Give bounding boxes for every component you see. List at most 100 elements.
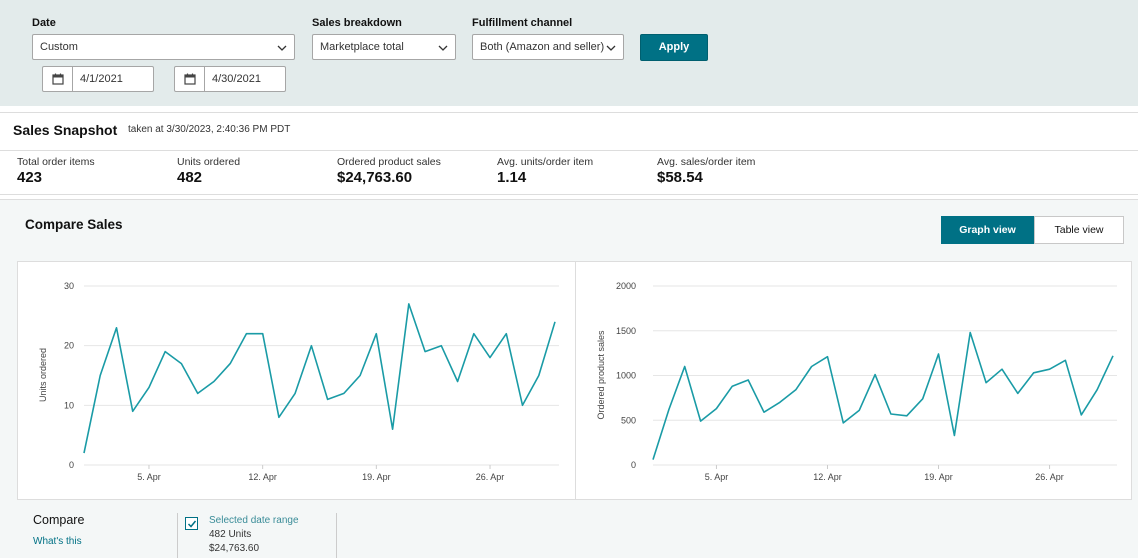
fulfillment-channel-value: Both (Amazon and seller): [480, 41, 605, 53]
data-point[interactable]: [874, 374, 876, 376]
legend-sales: $24,763.60: [209, 543, 260, 554]
data-point[interactable]: [115, 327, 117, 329]
data-point[interactable]: [890, 413, 892, 415]
data-point[interactable]: [359, 375, 361, 377]
data-point[interactable]: [779, 401, 781, 403]
data-point[interactable]: [985, 382, 987, 384]
filter-bar: Date Custom 4/1/2021 4/30/2021 Sales bre…: [0, 0, 1138, 106]
data-point[interactable]: [343, 392, 345, 394]
metric-avg-units-per-order-item: Avg. units/order item 1.14: [497, 156, 593, 186]
data-point[interactable]: [668, 409, 670, 411]
data-point[interactable]: [811, 366, 813, 368]
data-point[interactable]: [969, 332, 971, 334]
data-point[interactable]: [684, 366, 686, 368]
calendar-icon[interactable]: [175, 67, 205, 91]
metric-label: Units ordered: [177, 156, 241, 168]
sales-breakdown-select[interactable]: Marketplace total: [312, 34, 456, 60]
data-point[interactable]: [1001, 368, 1003, 370]
data-point[interactable]: [489, 357, 491, 359]
data-point[interactable]: [826, 356, 828, 358]
data-point[interactable]: [473, 333, 475, 335]
x-tick-label: 12. Apr: [813, 472, 842, 482]
data-point[interactable]: [229, 363, 231, 365]
data-point[interactable]: [938, 353, 940, 355]
metric-label: Ordered product sales: [337, 156, 441, 168]
data-point[interactable]: [408, 303, 410, 305]
data-point[interactable]: [197, 392, 199, 394]
x-tick-label: 26. Apr: [1035, 472, 1064, 482]
data-point[interactable]: [953, 434, 955, 436]
data-point[interactable]: [700, 420, 702, 422]
data-point[interactable]: [922, 398, 924, 400]
data-point[interactable]: [1049, 368, 1051, 370]
data-point[interactable]: [1112, 355, 1114, 357]
data-point[interactable]: [763, 411, 765, 413]
start-date-field[interactable]: 4/1/2021: [42, 66, 154, 92]
data-point[interactable]: [99, 375, 101, 377]
end-date-field[interactable]: 4/30/2021: [174, 66, 286, 92]
data-point[interactable]: [538, 375, 540, 377]
x-tick-label: 19. Apr: [362, 472, 391, 482]
data-point[interactable]: [505, 333, 507, 335]
metric-value: 423: [17, 169, 43, 186]
graph-view-button[interactable]: Graph view: [941, 216, 1034, 244]
sales-snapshot: Sales Snapshot taken at 3/30/2023, 2:40:…: [0, 112, 1138, 195]
y-tick-label: 30: [64, 281, 74, 291]
snapshot-timestamp: taken at 3/30/2023, 2:40:36 PM PDT: [128, 124, 291, 135]
data-point[interactable]: [457, 380, 459, 382]
fulfillment-channel-select[interactable]: Both (Amazon and seller): [472, 34, 624, 60]
metric-label: Avg. units/order item: [497, 156, 594, 168]
data-point[interactable]: [83, 452, 85, 454]
selected-date-range-checkbox[interactable]: [185, 517, 198, 530]
y-tick-label: 20: [64, 341, 74, 351]
data-point[interactable]: [1064, 359, 1066, 361]
data-point[interactable]: [1033, 372, 1035, 374]
check-icon: [187, 520, 197, 528]
data-point[interactable]: [1096, 389, 1098, 391]
data-point[interactable]: [132, 410, 134, 412]
data-point[interactable]: [554, 321, 556, 323]
apply-button[interactable]: Apply: [640, 34, 708, 61]
data-point[interactable]: [424, 351, 426, 353]
legend-units: 482 Units: [209, 529, 252, 540]
units-ordered-chart: 0 10 20 30 5. Apr 12. Apr 19. Apr 26. Apr Units …: [38, 281, 559, 482]
data-point[interactable]: [294, 392, 296, 394]
compare-label: Compare: [33, 513, 85, 527]
data-point[interactable]: [1080, 414, 1082, 416]
data-point[interactable]: [731, 385, 733, 387]
data-point[interactable]: [392, 428, 394, 430]
chevron-down-icon: [277, 45, 287, 51]
data-point[interactable]: [180, 363, 182, 365]
data-point[interactable]: [327, 398, 329, 400]
data-point[interactable]: [148, 386, 150, 388]
data-point[interactable]: [245, 333, 247, 335]
data-point[interactable]: [842, 422, 844, 424]
y-tick-label: 500: [621, 415, 636, 425]
whats-this-link[interactable]: What's this: [33, 536, 82, 547]
data-point[interactable]: [858, 409, 860, 411]
data-point[interactable]: [278, 416, 280, 418]
table-view-button[interactable]: Table view: [1034, 216, 1124, 244]
charts-container: 0 10 20 30 5. Apr 12. Apr 19. Apr 26. Apr Units …: [17, 261, 1132, 500]
fulfillment-channel-label: Fulfillment channel: [472, 17, 573, 29]
x-tick-label: 19. Apr: [924, 472, 953, 482]
y-axis-label: Units ordered: [38, 348, 48, 402]
calendar-icon[interactable]: [43, 67, 73, 91]
data-point[interactable]: [375, 333, 377, 335]
data-point[interactable]: [440, 345, 442, 347]
data-point[interactable]: [262, 333, 264, 335]
snapshot-title: Sales Snapshot: [13, 122, 118, 138]
data-point[interactable]: [715, 408, 717, 410]
data-point[interactable]: [522, 404, 524, 406]
data-point[interactable]: [1017, 392, 1019, 394]
data-point[interactable]: [652, 459, 654, 461]
y-tick-label: 2000: [616, 281, 636, 291]
data-point[interactable]: [164, 351, 166, 353]
data-point[interactable]: [795, 389, 797, 391]
data-point[interactable]: [213, 380, 215, 382]
data-point[interactable]: [747, 379, 749, 381]
date-range-select[interactable]: Custom: [32, 34, 295, 60]
data-point[interactable]: [310, 345, 312, 347]
data-point[interactable]: [906, 415, 908, 417]
x-tick-label: 5. Apr: [137, 472, 161, 482]
